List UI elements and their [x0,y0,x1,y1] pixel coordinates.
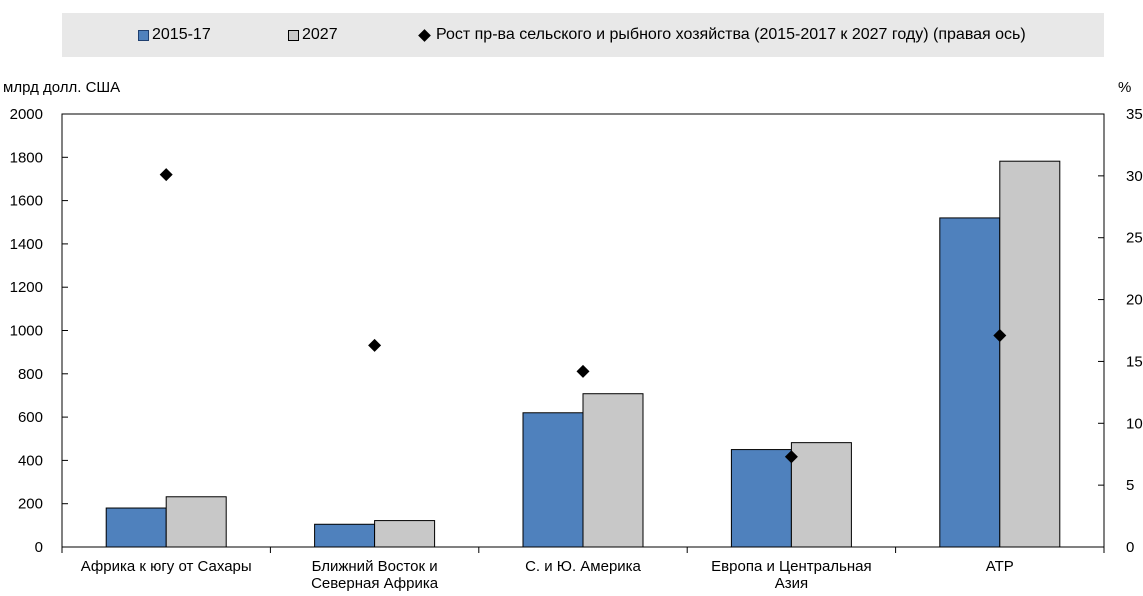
category-label-5: АТР [986,558,1014,575]
bar-2015-17-4 [730,449,792,548]
bar-2015-17-2 [314,523,376,548]
legend-label-2015-17: 2015-17 [152,26,211,43]
legend-label-growth: Рост пр-ва сельского и рыбного хозяйства… [436,26,1026,43]
legend-label-2027: 2027 [302,26,338,43]
growth-marker-2 [368,338,382,352]
left-axis-tick-label: 1400 [10,236,43,253]
left-axis-tick-label: 1600 [10,193,43,210]
right-axis-tick-label: 0 [1126,539,1134,556]
left-axis-tick-label: 1200 [10,279,43,296]
right-axis-tick-label: 15 [1126,353,1143,370]
left-axis-tick-label: 800 [18,366,43,383]
right-axis-tick-label: 35 [1126,106,1143,123]
legend-swatch-2015-17 [138,29,149,41]
category-label-3: С. и Ю. Америка [525,558,641,575]
right-axis-tick-label: 5 [1126,477,1134,494]
right-axis-tick-label: 20 [1126,292,1143,309]
legend-swatch-2027 [288,29,299,41]
category-label-2: Северная Африка [311,575,439,592]
bar-2027-4 [790,442,852,548]
right-axis-tick-label: 10 [1126,415,1143,432]
category-label-2: Ближний Восток и [312,558,438,575]
legend-item-growth: Рост пр-ва сельского и рыбного хозяйства… [418,13,1026,57]
left-axis-tick-label: 2000 [10,106,43,123]
right-axis-unit-label: % [1118,79,1132,96]
left-axis-tick-label: 400 [18,452,43,469]
left-axis-tick-label: 0 [35,539,43,556]
left-axis-tick-label: 1800 [10,149,43,166]
bar-2027-2 [374,520,436,548]
growth-marker-3 [576,364,590,378]
category-label-1: Африка к югу от Сахары [81,558,252,575]
category-label-4: Европа и Центральная [711,558,871,575]
bar-2015-17-5 [939,217,1001,548]
category-label-4: Азия [775,575,808,592]
legend: 2015-17 2027 Рост пр-ва сельского и рыбн… [62,13,1104,57]
growth-marker-1 [159,168,173,182]
legend-item-2027: 2027 [288,13,338,57]
growth-marker-5 [993,328,1007,342]
legend-item-2015-17: 2015-17 [138,13,211,57]
right-axis-tick-label: 30 [1126,168,1143,185]
bar-2027-3 [582,393,644,548]
bar-2015-17-1 [105,507,167,548]
growth-marker-4 [784,450,798,464]
left-axis-unit-label: млрд долл. США [3,79,121,96]
right-axis-tick-label: 25 [1126,230,1143,247]
bar-2015-17-3 [522,412,584,548]
bar-2027-5 [999,160,1061,548]
left-axis-tick-label: 600 [18,409,43,426]
bar-2027-1 [165,496,227,548]
left-axis-tick-label: 1000 [10,323,43,340]
left-axis-tick-label: 200 [18,496,43,513]
